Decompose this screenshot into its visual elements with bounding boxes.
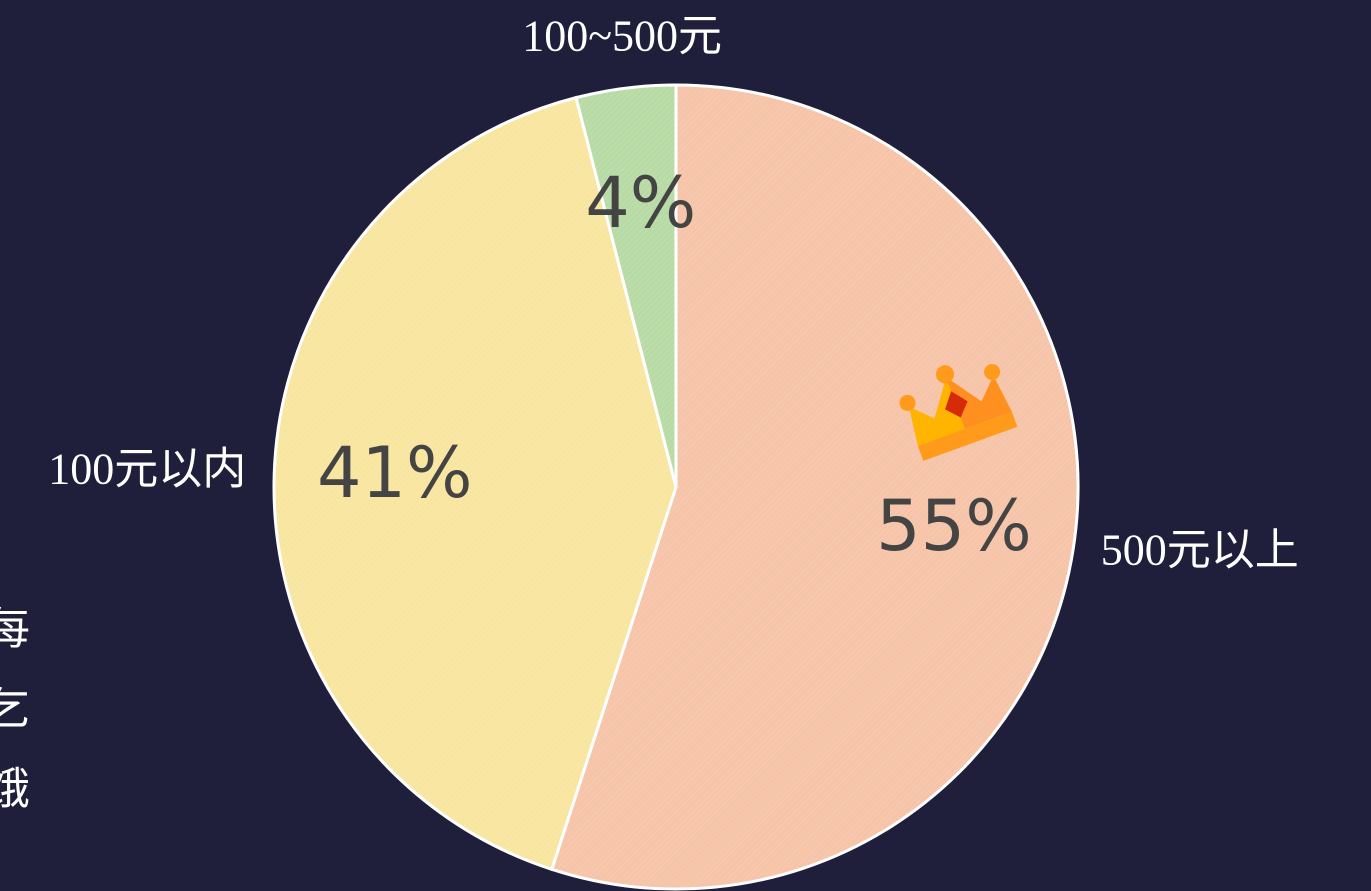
category-label: 100元以内: [48, 445, 246, 494]
crown-icon: [899, 364, 1018, 461]
side-text: 每: [0, 604, 30, 655]
pie: [272, 83, 1080, 891]
value-label: 4%: [585, 162, 696, 244]
category-label: 100~500元: [522, 11, 722, 60]
slice-texture: [551, 85, 1079, 890]
value-label: 55%: [876, 485, 1032, 567]
labels: 55% 500元以上 41% 100元以内 4% 100~500元: [48, 11, 1298, 574]
side-text: 饿: [0, 764, 30, 815]
value-label: 41%: [317, 432, 473, 514]
category-label: 500元以上: [1101, 525, 1299, 574]
side-text: 乞: [0, 684, 30, 735]
slice-texture: [274, 97, 676, 870]
slice-texture: [576, 85, 676, 487]
